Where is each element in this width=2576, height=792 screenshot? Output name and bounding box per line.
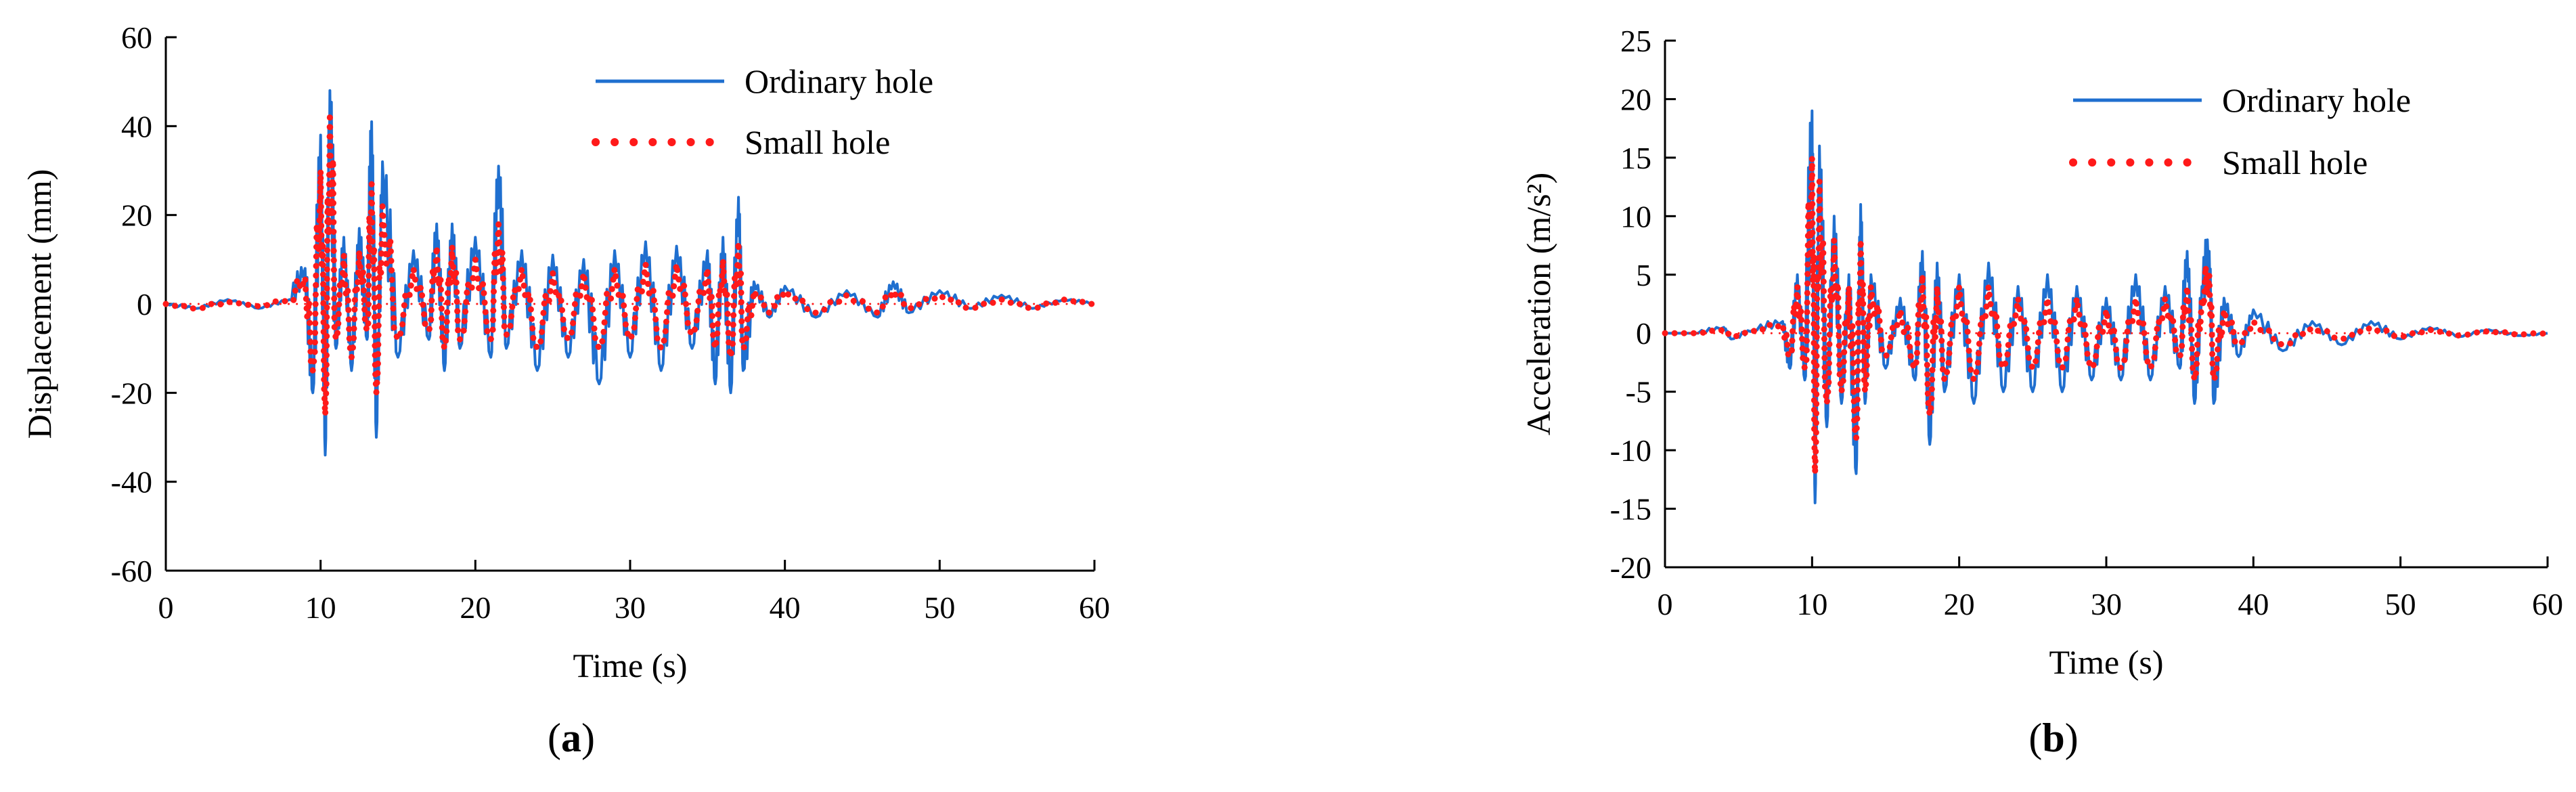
legend-label-ordinary-hole: Ordinary hole (2222, 81, 2411, 119)
x-tick-label: 40 (770, 590, 801, 625)
x-tick-label: 0 (1658, 587, 1673, 621)
legend-label-ordinary-hole: Ordinary hole (745, 62, 933, 100)
x-tick-label: 10 (1796, 587, 1827, 621)
y-tick-label: 5 (1636, 258, 1651, 292)
y-tick-label: -20 (1610, 550, 1651, 585)
y-tick-label: 0 (137, 287, 152, 322)
x-tick-label: 0 (158, 590, 174, 625)
y-tick-label: -40 (111, 465, 152, 500)
panel-label: (a) (548, 716, 595, 760)
x-tick-label: 50 (924, 590, 955, 625)
x-tick-label: 20 (460, 590, 491, 625)
series-line-ordinary-hole (1665, 109, 2548, 504)
y-tick-label: -5 (1626, 375, 1651, 410)
y-tick-label: -10 (1610, 433, 1651, 468)
legend-label-small-hole: Small hole (745, 123, 890, 161)
x-tick-label: 20 (1944, 587, 1975, 621)
y-tick-label: 10 (1620, 199, 1651, 234)
series-line-ordinary-hole (165, 89, 1095, 457)
panel-a-displacement-chart: -60 -40 -20 0 20 40 60 0 10 20 30 40 50 60 Time (s) Dis… (20, 20, 1110, 760)
panel-label: (b) (2028, 716, 2078, 760)
y-axis-label: Acceleration (m/s²) (1519, 173, 1557, 435)
x-tick-label: 30 (615, 590, 646, 625)
x-axis-label: Time (s) (573, 646, 687, 684)
series-line-small-hole (162, 110, 1098, 418)
y-tick-label: 20 (1620, 82, 1651, 116)
x-tick-label: 60 (1079, 590, 1110, 625)
y-tick-label: 60 (121, 20, 152, 55)
x-axis-label: Time (s) (2049, 643, 2163, 681)
panel-b-acceleration-chart: -20 -15 -10 -5 0 5 10 15 20 25 0 10 20 30 40 50 60 Time (… (1519, 24, 2563, 760)
y-tick-label: -20 (111, 376, 152, 410)
x-tick-label: 40 (2238, 587, 2269, 621)
x-tick-label: 60 (2532, 587, 2563, 621)
y-tick-label: 20 (121, 198, 152, 233)
legend-label-small-hole: Small hole (2222, 144, 2368, 181)
x-tick-label: 10 (305, 590, 336, 625)
y-tick-label: 0 (1636, 316, 1651, 351)
y-tick-label: -60 (111, 554, 152, 588)
x-tick-label: 50 (2385, 587, 2416, 621)
x-tick-label: 30 (2091, 587, 2122, 621)
y-axis-label: Displacement (mm) (20, 169, 58, 439)
y-tick-label: 15 (1620, 141, 1651, 175)
y-tick-label: -15 (1610, 492, 1651, 527)
y-tick-label: 40 (121, 109, 152, 144)
y-tick-label: 25 (1620, 24, 1651, 58)
series-line-small-hole (1662, 154, 2551, 477)
